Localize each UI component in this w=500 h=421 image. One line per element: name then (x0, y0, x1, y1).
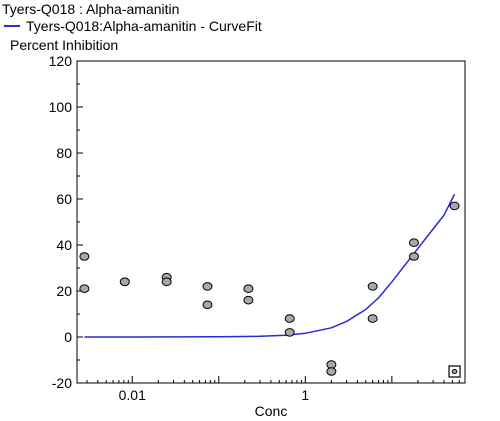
data-point (284, 328, 295, 337)
data-point (284, 314, 295, 323)
data-point (119, 277, 130, 287)
data-point (408, 238, 419, 247)
y-tick-label: 20 (56, 283, 72, 299)
data-point (408, 252, 419, 261)
x-axis: 0.01 1 (86, 376, 466, 403)
x-axis-label: Conc (255, 403, 288, 419)
data-point (367, 314, 378, 323)
data-point (79, 284, 90, 294)
chart-title: Tyers-Q018 : Alpha-amanitin (2, 1, 180, 17)
data-point (243, 284, 254, 294)
data-point (202, 282, 213, 291)
outlier-point (448, 365, 461, 378)
plot-frame (76, 60, 466, 384)
y-tick-label: 40 (56, 237, 72, 253)
x-tick-label: 1 (301, 387, 309, 403)
legend-line-swatch (4, 25, 20, 27)
outlier-box (448, 365, 461, 378)
y-tick-label: 80 (56, 145, 72, 161)
fit-curve-layer (84, 194, 456, 338)
legend-entry-curvefit: Tyers-Q018:Alpha-amanitin - CurveFit (26, 18, 262, 34)
y-tick-label: 120 (49, 53, 73, 69)
y-axis-label: Percent Inhibition (10, 37, 119, 53)
data-point (161, 277, 172, 287)
legend: Tyers-Q018:Alpha-amanitin - CurveFit (4, 18, 262, 34)
data-point (79, 252, 90, 261)
data-point (449, 201, 460, 211)
data-point (326, 367, 337, 376)
y-tick-label: 60 (56, 191, 72, 207)
data-points-layer (79, 201, 461, 378)
x-tick-label: 0.01 (119, 387, 146, 403)
y-tick-label: -20 (52, 375, 72, 391)
data-point (243, 295, 254, 305)
fit-curve-line (84, 194, 456, 338)
outlier-dot (451, 369, 458, 374)
data-point (202, 300, 213, 310)
y-axis: -20 0 20 40 60 80 100 120 (49, 53, 83, 391)
data-point (367, 282, 378, 291)
y-tick-label: 100 (49, 99, 73, 115)
y-tick-label: 0 (64, 329, 72, 345)
